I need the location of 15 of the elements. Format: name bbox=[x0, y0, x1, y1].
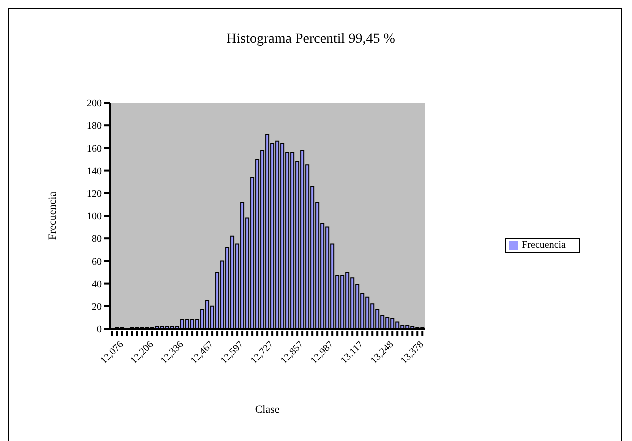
y-tick-label: 60 bbox=[92, 256, 102, 268]
y-tick-label: 40 bbox=[92, 279, 102, 290]
y-tick-label: 20 bbox=[92, 302, 102, 313]
chart-title: Histograma Percentil 99,45 % bbox=[226, 32, 396, 48]
legend-label: Frecuencia bbox=[522, 240, 566, 251]
y-tick-label: 120 bbox=[87, 188, 102, 200]
x-axis-title: Clase bbox=[255, 404, 280, 416]
y-tick-label: 100 bbox=[87, 212, 102, 223]
y-tick-label: 0 bbox=[97, 324, 102, 336]
y-tick-label: 180 bbox=[87, 121, 102, 132]
y-tick-label: 200 bbox=[87, 98, 102, 110]
y-tick-label: 140 bbox=[87, 166, 102, 178]
y-tick-label: 80 bbox=[92, 234, 102, 246]
y-axis-title: Frecuencia bbox=[46, 192, 59, 240]
y-tick-label: 160 bbox=[87, 144, 102, 155]
